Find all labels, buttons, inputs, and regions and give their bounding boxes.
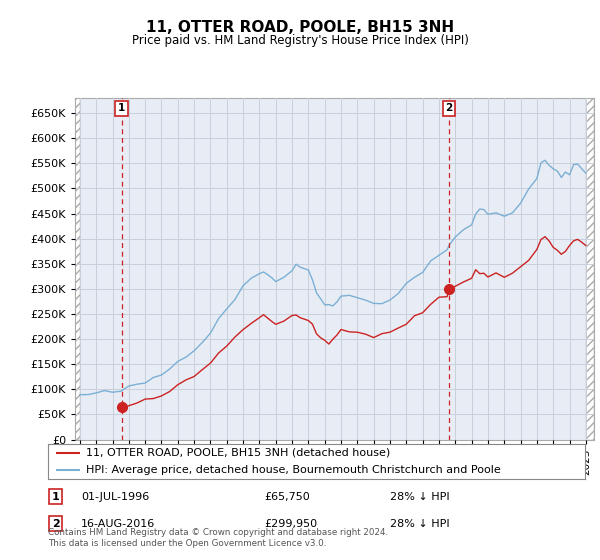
Text: 2: 2	[445, 103, 452, 113]
Polygon shape	[75, 98, 80, 440]
Text: HPI: Average price, detached house, Bournemouth Christchurch and Poole: HPI: Average price, detached house, Bour…	[86, 465, 500, 475]
Text: 1: 1	[118, 103, 125, 113]
Text: 11, OTTER ROAD, POOLE, BH15 3NH (detached house): 11, OTTER ROAD, POOLE, BH15 3NH (detache…	[86, 447, 390, 458]
Text: Price paid vs. HM Land Registry's House Price Index (HPI): Price paid vs. HM Land Registry's House …	[131, 34, 469, 46]
Text: 28% ↓ HPI: 28% ↓ HPI	[390, 492, 449, 502]
Text: 1: 1	[52, 492, 59, 502]
Text: 28% ↓ HPI: 28% ↓ HPI	[390, 519, 449, 529]
Text: 2: 2	[52, 519, 59, 529]
Text: 16-AUG-2016: 16-AUG-2016	[81, 519, 155, 529]
Polygon shape	[586, 98, 594, 440]
Text: 01-JUL-1996: 01-JUL-1996	[81, 492, 149, 502]
Text: 11, OTTER ROAD, POOLE, BH15 3NH: 11, OTTER ROAD, POOLE, BH15 3NH	[146, 20, 454, 35]
Text: Contains HM Land Registry data © Crown copyright and database right 2024.
This d: Contains HM Land Registry data © Crown c…	[48, 528, 388, 548]
Text: £65,750: £65,750	[264, 492, 310, 502]
Text: £299,950: £299,950	[264, 519, 317, 529]
